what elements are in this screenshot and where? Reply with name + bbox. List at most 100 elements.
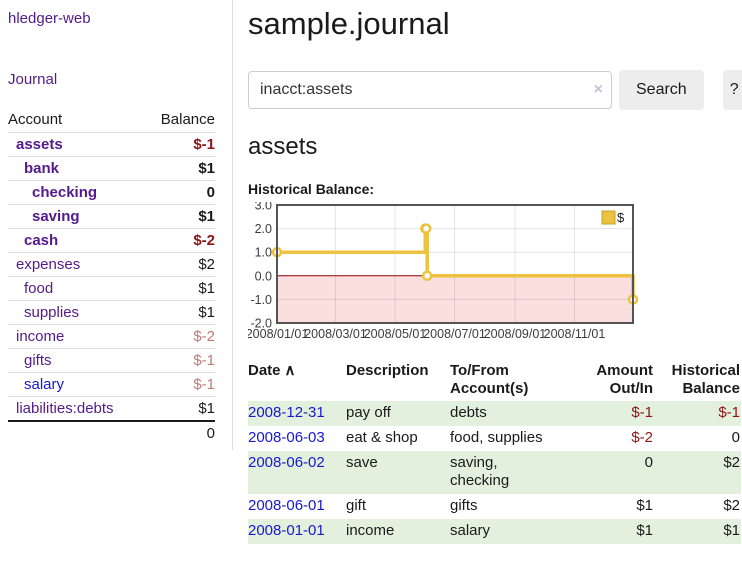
- sidebar-item-journal[interactable]: Journal: [8, 71, 58, 88]
- svg-text:2008/07/01: 2008/07/01: [423, 327, 486, 341]
- search-box: ×: [248, 71, 612, 110]
- transaction-amount: 0: [644, 454, 653, 472]
- account-row: saving $1: [8, 204, 215, 229]
- account-balance: $1: [198, 280, 215, 297]
- register-table: Date ∧ Description To/From Account(s) Amo…: [248, 359, 741, 545]
- sidebar-account-link-bank[interactable]: bank: [24, 160, 60, 177]
- account-balance: $1: [198, 304, 215, 321]
- transaction-row[interactable]: 2008-12-31 pay off debts $-1 $-1: [248, 401, 741, 427]
- account-row: salary $-1: [8, 372, 215, 397]
- transaction-row[interactable]: 2008-01-01 income salary $1 $1: [248, 519, 741, 545]
- svg-text:2008/09/01: 2008/09/01: [484, 327, 547, 341]
- sidebar-account-link-supplies[interactable]: supplies: [24, 304, 80, 321]
- page-title: sample.journal: [248, 6, 450, 41]
- chart-container: 3.0 2.0 1.0 0.0 -1.0 -2.0 2008/01/01 2008/03/01…: [248, 202, 742, 349]
- sidebar-account-link-liabilities-debts[interactable]: liabilities:debts: [16, 400, 114, 417]
- register-header-tofrom: To/From Account(s): [450, 362, 529, 398]
- sidebar-account-link-assets[interactable]: assets: [16, 136, 63, 153]
- transaction-date-link[interactable]: 2008-06-02: [248, 454, 325, 472]
- sort-ascending-icon: ∧: [284, 362, 296, 380]
- transaction-date-link[interactable]: 2008-06-01: [248, 497, 325, 515]
- account-balance: $1: [198, 208, 215, 225]
- accounts-table-header: Account Balance: [8, 108, 215, 133]
- transaction-description: income: [346, 522, 395, 540]
- account-balance: 0: [206, 184, 215, 201]
- register-table-header: Date ∧ Description To/From Account(s) Amo…: [248, 359, 741, 401]
- help-button[interactable]: ?: [722, 70, 742, 111]
- transaction-date-link[interactable]: 2008-01-01: [248, 522, 325, 540]
- account-balance: $-2: [193, 328, 215, 345]
- transaction-accounts: gifts: [450, 497, 478, 515]
- account-row: checking 0: [8, 180, 215, 205]
- account-row: expenses $2: [8, 252, 215, 277]
- transaction-description: save: [346, 454, 378, 472]
- transaction-amount: $1: [636, 497, 653, 515]
- transaction-accounts: debts: [450, 404, 487, 422]
- data-point-marker: [420, 223, 432, 234]
- transaction-row[interactable]: 2008-06-01 gift gifts $1 $2: [248, 494, 741, 519]
- account-heading: assets: [248, 133, 318, 161]
- sidebar-account-link-salary[interactable]: salary: [24, 376, 65, 393]
- sidebar-account-link-food[interactable]: food: [24, 280, 54, 297]
- transaction-row[interactable]: 2008-06-02 save saving, checking 0 $2: [248, 451, 741, 495]
- svg-text:0.0: 0.0: [255, 269, 272, 283]
- account-row: supplies $1: [8, 300, 215, 325]
- register-header-description: Description: [346, 362, 429, 380]
- transaction-description: eat & shop: [346, 429, 418, 447]
- transaction-description: gift: [346, 497, 367, 515]
- account-balance: $2: [198, 256, 215, 273]
- transaction-row[interactable]: 2008-06-03 eat & shop food, supplies $-2 0: [248, 426, 741, 451]
- transaction-balance: 0: [731, 429, 740, 447]
- sidebar-account-link-income[interactable]: income: [16, 328, 65, 345]
- sidebar: hledger-web Journal Account Balance asse…: [0, 0, 233, 450]
- main-content: sample.journal × Search ? assets Histori…: [233, 0, 742, 545]
- accounts-table: Account Balance assets $-1 bank $1 checking 0…: [8, 108, 215, 446]
- search-bar: × Search ?: [248, 70, 742, 111]
- accounts-total-value: 0: [206, 425, 215, 442]
- clear-search-icon[interactable]: ×: [593, 81, 603, 99]
- account-row: income $-2: [8, 324, 215, 349]
- svg-text:2.0: 2.0: [255, 222, 272, 236]
- app-brand-link[interactable]: hledger-web: [8, 10, 91, 27]
- sidebar-account-link-saving[interactable]: saving: [32, 208, 80, 225]
- account-balance: $-2: [193, 232, 215, 249]
- svg-text:2008/03/01: 2008/03/01: [304, 327, 367, 341]
- sidebar-account-link-checking[interactable]: checking: [32, 184, 98, 201]
- account-balance: $1: [198, 400, 215, 417]
- search-input[interactable]: [248, 71, 612, 110]
- sidebar-account-link-cash[interactable]: cash: [24, 232, 59, 249]
- transaction-accounts: salary: [450, 522, 491, 540]
- account-row: gifts $-1: [8, 348, 215, 373]
- negative-region: [277, 275, 633, 324]
- svg-text:3.0: 3.0: [255, 202, 272, 213]
- accounts-table-body: assets $-1 bank $1 checking 0 saving $1 cash $-2 e…: [8, 132, 215, 422]
- transaction-amount: $1: [636, 522, 653, 540]
- transaction-accounts: food, supplies: [450, 429, 543, 447]
- transaction-date-link[interactable]: 2008-06-03: [248, 429, 325, 447]
- accounts-header-balance: Balance: [160, 111, 215, 128]
- account-row: food $1: [8, 276, 215, 301]
- register-header-balance: Historical Balance: [671, 362, 740, 398]
- sidebar-account-link-gifts[interactable]: gifts: [24, 352, 52, 369]
- svg-text:-2.0: -2.0: [250, 317, 272, 331]
- account-balance: $1: [198, 160, 215, 177]
- account-row: assets $-1: [8, 132, 215, 157]
- accounts-total-row: 0: [8, 421, 215, 446]
- register-header-amount: Amount Out/In: [596, 362, 653, 398]
- svg-text:1.0: 1.0: [255, 246, 272, 260]
- transaction-balance: $2: [723, 497, 740, 515]
- accounts-header-account: Account: [8, 111, 63, 128]
- transaction-date-link[interactable]: 2008-12-31: [248, 404, 325, 422]
- register-header-date[interactable]: Date ∧: [248, 362, 296, 380]
- account-balance: $-1: [193, 352, 215, 369]
- search-button[interactable]: Search: [619, 70, 704, 111]
- transaction-description: pay off: [346, 404, 391, 422]
- legend-label: $: [617, 210, 625, 225]
- svg-text:-1.0: -1.0: [250, 293, 272, 307]
- transaction-balance: $2: [723, 454, 740, 472]
- transaction-accounts: saving, checking: [450, 454, 510, 490]
- data-point-marker: [421, 270, 433, 282]
- svg-text:2008/01/01: 2008/01/01: [248, 327, 308, 341]
- sidebar-account-link-expenses[interactable]: expenses: [16, 256, 81, 273]
- chart-label: Historical Balance:: [248, 181, 375, 198]
